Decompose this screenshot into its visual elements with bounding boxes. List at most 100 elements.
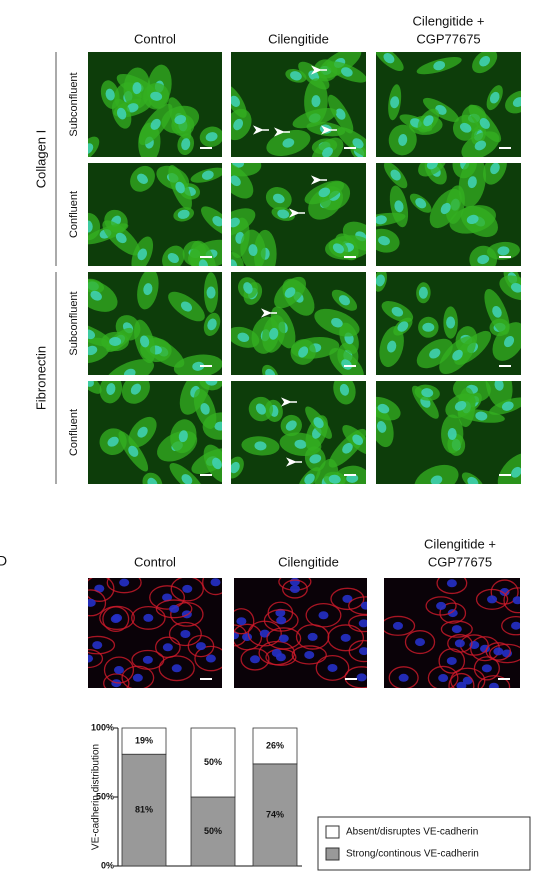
nucleus (398, 133, 408, 146)
nucleus (236, 617, 247, 626)
nucleus (128, 445, 139, 457)
nucleus (340, 633, 351, 642)
nucleus (150, 91, 163, 101)
nucleus (475, 411, 488, 421)
nucleus (88, 329, 96, 340)
nucleus (377, 403, 390, 414)
arrow (310, 65, 327, 75)
nucleus (178, 430, 188, 443)
nucleus (479, 118, 490, 129)
nucleus (192, 361, 205, 371)
nucleus (180, 301, 193, 312)
nucleus (205, 381, 218, 386)
nucleus (309, 454, 322, 464)
nucleus (278, 634, 289, 643)
nucleus (231, 461, 240, 474)
nucleus (446, 579, 457, 588)
nucleus (231, 175, 241, 187)
nucleus (205, 132, 218, 142)
nucleus (142, 655, 153, 664)
cell-border (158, 655, 195, 682)
micrograph (88, 578, 222, 688)
micrograph (376, 272, 521, 375)
cell-border (427, 665, 459, 688)
nucleus (269, 327, 279, 340)
nucleus (360, 601, 367, 610)
cell-border (501, 616, 520, 636)
nucleus (307, 632, 318, 641)
cell-border (305, 602, 342, 628)
legend-label: Absent/disruptes VE-cadherin (346, 827, 478, 838)
nucleus (477, 254, 490, 265)
cell-border (439, 602, 467, 624)
nucleus (273, 193, 285, 204)
nucleus (489, 91, 500, 104)
nucleus (284, 287, 296, 298)
cell-border (154, 636, 181, 659)
nucleus (497, 246, 510, 256)
y-tick-label: 50% (96, 791, 114, 801)
cell-border (448, 672, 475, 688)
nucleus (231, 217, 240, 228)
nucleus (488, 682, 499, 688)
nucleus (92, 641, 103, 650)
nucleus (132, 82, 142, 95)
nucleus (392, 621, 403, 630)
cell-border (88, 635, 116, 655)
nucleus (328, 474, 341, 484)
nucleus (212, 216, 222, 227)
cell-border (234, 608, 255, 635)
nucleus (447, 609, 458, 618)
cell-border (440, 620, 473, 638)
micrograph (376, 163, 521, 266)
nucleus (338, 295, 350, 306)
nucleus (394, 200, 404, 213)
nucleus (511, 621, 520, 630)
nucleus (318, 611, 329, 620)
nucleus (512, 596, 520, 605)
nucleus (308, 70, 320, 81)
nucleus (440, 202, 451, 215)
nucleus (169, 604, 180, 613)
column-header: CGP77675 (428, 554, 492, 569)
cell-border (344, 666, 367, 688)
nucleus (147, 477, 158, 484)
cell-border (477, 675, 511, 688)
nucleus (492, 306, 502, 318)
nucleus (231, 95, 240, 107)
nucleus (387, 340, 397, 353)
panel-label: D (0, 553, 7, 569)
value-label: 50% (204, 826, 222, 836)
cell-border (266, 627, 302, 650)
nucleus (175, 181, 185, 194)
nucleus (390, 96, 400, 109)
cell-border (88, 649, 104, 669)
cell-border (106, 578, 142, 594)
value-label: 50% (204, 757, 222, 767)
nucleus (237, 332, 250, 342)
cell-border (99, 605, 135, 631)
cell-border (240, 647, 270, 671)
bar-segment (252, 763, 298, 867)
nucleus (113, 666, 124, 675)
nucleus (311, 95, 321, 108)
nucleus (390, 169, 401, 181)
image-bg (384, 578, 520, 688)
nucleus (174, 114, 187, 125)
nucleus (94, 584, 105, 593)
nucleus (474, 140, 487, 151)
nucleus (150, 118, 161, 130)
nucleus (231, 259, 238, 266)
nucleus (512, 97, 521, 107)
nucleus (397, 321, 409, 332)
arrow (273, 127, 290, 137)
nucleus (143, 283, 153, 296)
arrow (260, 308, 277, 318)
nucleus (376, 215, 387, 225)
cell-border (348, 639, 367, 663)
nucleus (391, 306, 404, 317)
nucleus (126, 103, 139, 113)
nucleus (162, 643, 173, 652)
micrograph (88, 272, 222, 375)
nucleus (452, 349, 463, 361)
